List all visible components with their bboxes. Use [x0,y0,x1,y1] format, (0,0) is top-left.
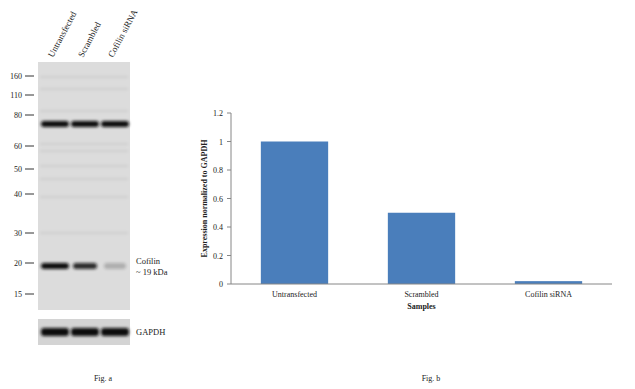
y-axis-label: Expression normalized to GAPDH [200,139,209,258]
marker-tick [25,169,34,170]
x-tick-label: Scrambled [404,290,438,299]
y-tick [227,198,231,199]
blot-smear [40,196,128,198]
blot-membrane [38,62,130,310]
marker-label: 15 [14,290,22,299]
marker-tick [25,233,34,234]
gapdh-band [101,328,129,336]
y-tick-label: 0.6 [213,195,223,204]
y-tick [227,113,231,114]
caption: Fig. b [422,374,441,383]
y-tick [227,170,231,171]
lane-label: Untransfected [46,9,79,59]
x-axis [231,284,612,285]
gapdh-strip [38,319,130,345]
marker-tick [25,194,34,195]
blot-smear [40,88,128,90]
blot-smear [40,143,128,145]
marker-tick [25,146,34,147]
figure: 16011080605040302015UntransfectedScrambl… [0,0,635,389]
x-tick-label: Untransfected [272,290,317,299]
marker-label: 20 [14,259,22,268]
blot-smear [40,165,128,167]
blot-smear [40,178,128,180]
marker-label: 80 [14,111,22,120]
bar [388,213,455,284]
blot-smear [40,110,128,112]
blot-smear [40,76,128,78]
marker-label: 40 [14,190,22,199]
lane-label: Cofilin siRNA [106,7,140,59]
blot-smear [40,232,128,234]
y-tick [227,141,231,142]
marker-tick [25,95,34,96]
caption: Fig. a [94,374,113,383]
marker-tick [25,263,34,264]
marker-label: 50 [14,165,22,174]
marker-tick [25,76,34,77]
blot-band [71,121,99,127]
y-tick-label: 0.2 [213,252,223,261]
y-tick [227,227,231,228]
gapdh-band [41,328,69,336]
y-tick-label: 0.8 [213,166,223,175]
y-tick [227,255,231,256]
band-label: Cofilin [136,256,161,266]
blot-band [41,263,69,269]
blot-panel: 160 110 80 60 50 40 30 20 15 UntransfectedScrambl… [10,7,168,383]
x-axis-label: Samples [407,302,435,311]
marker-label: 30 [14,229,22,238]
bars [261,142,582,285]
marker-label: 110 [10,91,22,100]
y-tick-label: 1.2 [213,109,223,118]
marker-tick [25,294,34,295]
marker-label: 60 [14,142,22,151]
marker-label: 160 [10,72,22,81]
y-tick-label: 0 [219,280,223,289]
blot-band [101,121,129,127]
y-tick-label: 0.4 [213,223,223,232]
bar [261,142,328,285]
y-tick-label: 1 [219,138,223,147]
bar-chart: 0 0.2 0.4 0.6 0.8 1 1.2 Untransfected Scrambled C… [200,109,612,383]
y-tick [227,284,231,285]
blot-band [104,263,126,269]
x-tick-label: Cofilin siRNA [525,290,572,299]
blot-smear [40,150,128,152]
lane-label: Scrambled [76,20,103,59]
blot-band [73,263,97,269]
gapdh-band [71,328,99,336]
marker-tick [25,115,34,116]
loading-control-label: GAPDH [136,327,165,337]
band-label: ~ 19 kDa [136,267,168,277]
blot-band [41,121,69,127]
